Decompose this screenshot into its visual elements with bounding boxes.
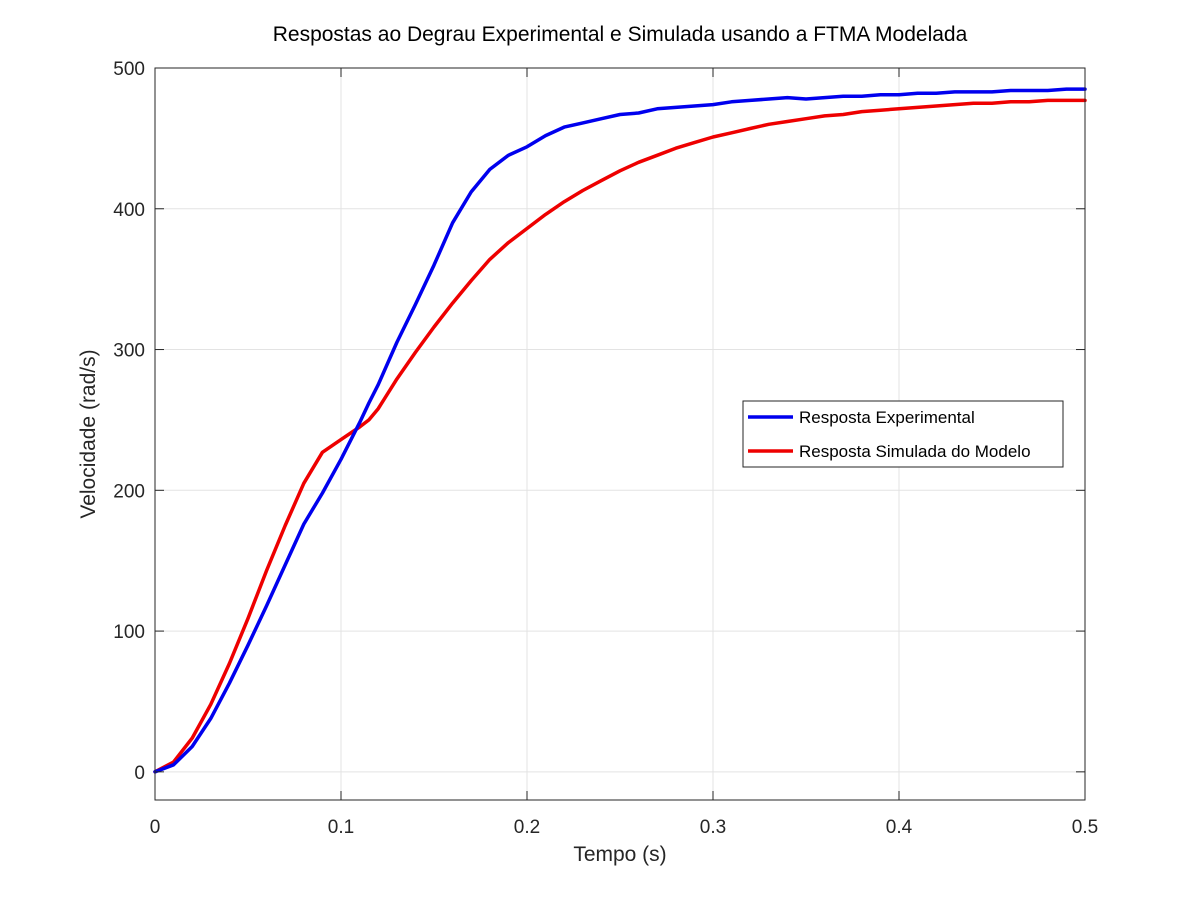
y-tick-label: 200 xyxy=(113,481,145,502)
x-tick-label: 0.3 xyxy=(700,817,726,838)
y-tick-label: 300 xyxy=(113,341,145,362)
series-line-simulated xyxy=(153,98,1087,774)
ticks: 0 0.1 0.2 0.3 0.4 0.5 0 100 200 300 400 500 xyxy=(113,59,1098,838)
x-axis-label: Tempo (s) xyxy=(573,843,666,866)
x-tick-label: 0.2 xyxy=(514,817,540,838)
x-tick-label: 0.1 xyxy=(328,817,354,838)
y-tick-label: 400 xyxy=(113,200,145,221)
x-tick-label: 0.4 xyxy=(886,817,913,838)
y-tick-label: 100 xyxy=(113,622,145,643)
chart-title: Respostas ao Degrau Experimental e Simul… xyxy=(273,23,968,46)
y-tick-label: 0 xyxy=(134,763,145,784)
series-layer xyxy=(153,87,1087,774)
legend-label-experimental: Resposta Experimental xyxy=(799,408,975,427)
series-line-experimental xyxy=(153,87,1087,774)
axes-box xyxy=(154,67,1086,801)
legend-label-simulated: Resposta Simulada do Modelo xyxy=(799,442,1031,461)
legend: Resposta Experimental Resposta Simulada … xyxy=(742,400,1064,468)
legend-box xyxy=(742,400,1064,468)
y-axis-label: Velocidade (rad/s) xyxy=(77,349,100,518)
y-tick-label: 500 xyxy=(113,59,145,80)
x-tick-label: 0 xyxy=(150,817,161,838)
x-tick-label: 0.5 xyxy=(1072,817,1098,838)
